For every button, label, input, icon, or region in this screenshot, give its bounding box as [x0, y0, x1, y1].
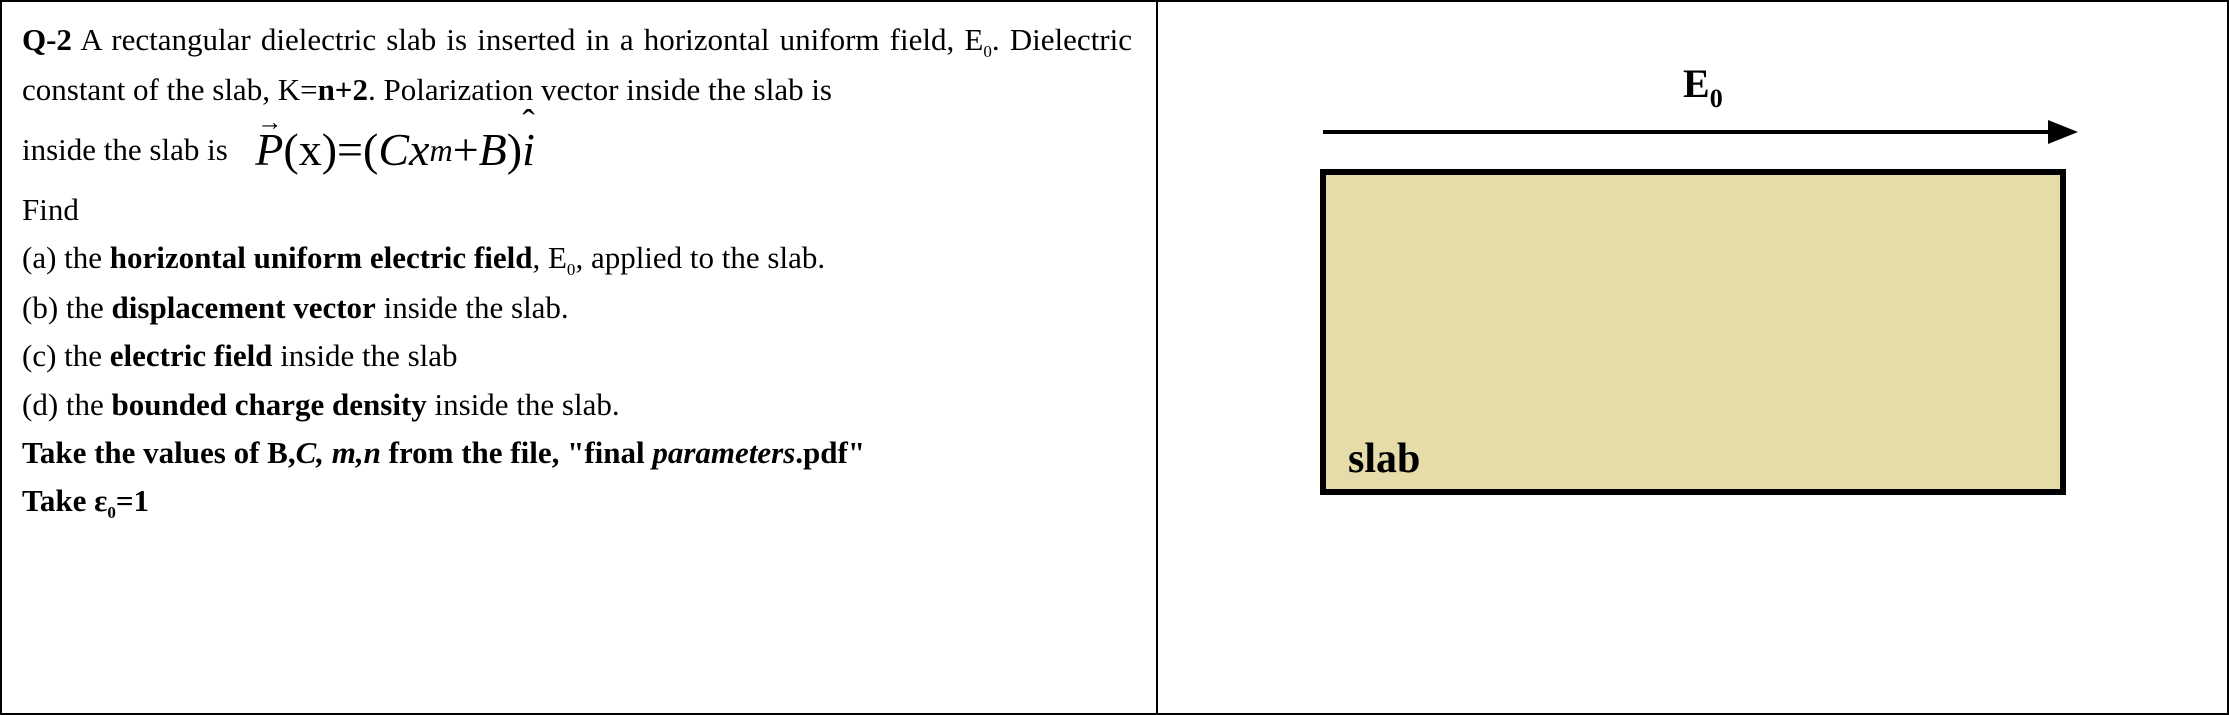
part-a: (a) the horizontal uniform electric fiel… — [22, 234, 1132, 284]
vector-P: → P — [255, 114, 283, 186]
note-parameters: Take the values of B,C, m,n from the fil… — [22, 429, 1132, 477]
eq-C: C — [378, 114, 409, 186]
vector-arrow-icon: → — [255, 103, 283, 142]
eq-close-paren: ) — [507, 114, 522, 186]
note1-b: C, m,n — [296, 435, 381, 470]
note1-e: .pdf" — [795, 435, 865, 470]
note2-a: Take ε — [22, 483, 107, 518]
find-heading: Find — [22, 186, 1132, 234]
part-d-bold: bounded charge density — [112, 387, 427, 422]
eq-open-paren: ( — [363, 114, 378, 186]
question-container: Q-2 A rectangular dielectric slab is ins… — [0, 0, 2229, 715]
e0-label-E: E — [1683, 61, 1710, 106]
unit-vector-i: ˆi — [522, 114, 535, 186]
slab-rectangle — [1323, 172, 2063, 492]
eq-equals: = — [337, 114, 363, 186]
intro-sub-1: 0 — [983, 42, 992, 61]
part-b-post: inside the slab. — [376, 290, 569, 325]
part-b-pre: (b) the — [22, 290, 112, 325]
part-c-bold: electric field — [110, 338, 273, 373]
note2-b: =1 — [116, 483, 149, 518]
intro-text-1: A rectangular dielectric slab is inserte… — [72, 22, 983, 57]
question-text-cell: Q-2 A rectangular dielectric slab is ins… — [2, 2, 1158, 713]
diagram-cell: E0 slab — [1158, 2, 2227, 713]
part-c-pre: (c) the — [22, 338, 110, 373]
hat-icon: ˆ — [522, 94, 535, 151]
note1-a: Take the values of B, — [22, 435, 296, 470]
part-b-bold: displacement vector — [112, 290, 376, 325]
part-d-post: inside the slab. — [427, 387, 620, 422]
eq-B: B — [479, 114, 507, 186]
intro-text-3: . Polarization vector inside the slab is — [368, 72, 832, 107]
part-c-post: inside the slab — [272, 338, 457, 373]
e0-label-sub: 0 — [1709, 84, 1722, 113]
part-b: (b) the displacement vector inside the s… — [22, 284, 1132, 332]
part-a-bold: horizontal uniform electric field — [110, 240, 533, 275]
slab-diagram: E0 slab — [1303, 42, 2083, 542]
equation-row: inside the slab is → P (x) = (Cxm + B)ˆi — [22, 114, 1132, 186]
eq-exponent-m: m — [429, 125, 452, 175]
e0-label: E0 — [1683, 61, 1723, 113]
eq-plus: + — [453, 114, 479, 186]
note2-sub: 0 — [107, 504, 116, 523]
eq-xvar: x — [409, 114, 429, 186]
part-d-pre: (d) the — [22, 387, 112, 422]
inside-slab-text: inside the slab is — [22, 126, 243, 174]
part-c: (c) the electric field inside the slab — [22, 332, 1132, 380]
part-a-post2: , applied to the slab. — [575, 240, 825, 275]
slab-label: slab — [1348, 436, 1420, 482]
note1-c: from the file, "final — [381, 435, 652, 470]
note-epsilon: Take ε0=1 — [22, 477, 1132, 527]
note1-d: parameters — [652, 435, 795, 470]
intro-paragraph: Q-2 A rectangular dielectric slab is ins… — [22, 16, 1132, 114]
intro-k-bold: n+2 — [318, 72, 368, 107]
part-a-pre: (a) the — [22, 240, 110, 275]
polarization-equation: → P (x) = (Cxm + B)ˆi — [255, 114, 535, 186]
field-arrow-head-icon — [2048, 120, 2078, 144]
question-label: Q-2 — [22, 22, 72, 57]
part-a-post1: , E — [532, 240, 566, 275]
part-d: (d) the bounded charge density inside th… — [22, 381, 1132, 429]
eq-of-x: (x) — [283, 114, 337, 186]
